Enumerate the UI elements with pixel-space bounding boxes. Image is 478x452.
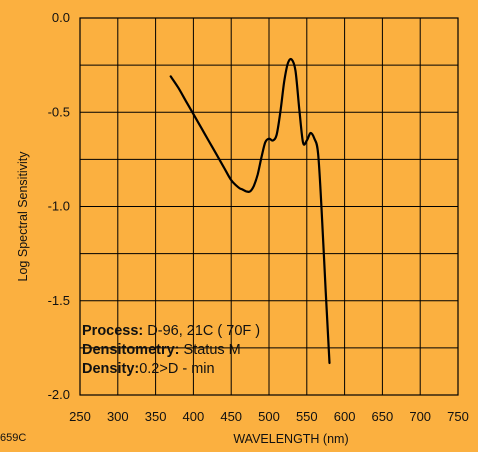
y-tick-label: -2.0 — [48, 387, 70, 402]
y-tick-label: -1.5 — [48, 293, 70, 308]
x-tick-label: 700 — [409, 409, 431, 424]
plot-frame — [79, 17, 459, 396]
y-axis-title: Log Spectral Sensitivity — [16, 151, 30, 282]
sensitivity-curve — [169, 57, 331, 365]
x-tick-label: 350 — [145, 409, 167, 424]
process-legend: Process: D-96, 21C ( 70F ) Densitometry:… — [82, 322, 260, 379]
y-tick-label: 0.0 — [52, 10, 70, 25]
x-tick-label: 650 — [372, 409, 394, 424]
process-value: D-96, 21C ( 70F ) — [143, 323, 261, 339]
x-tick-label: 750 — [447, 409, 469, 424]
x-tick-label: 300 — [107, 409, 129, 424]
y-axis-ticks: 0.0 -0.5 -1.0 -1.5 -2.0 — [48, 10, 70, 402]
legend-process-row: Process: D-96, 21C ( 70F ) — [82, 322, 260, 341]
densitometry-label: Densitometry: — [82, 342, 180, 358]
x-tick-label: 600 — [334, 409, 356, 424]
densitometry-value: Status M — [179, 342, 241, 358]
legend-density-row: Density:0.2>D - min — [82, 360, 260, 379]
x-tick-label: 250 — [69, 409, 91, 424]
y-tick-label: -0.5 — [48, 104, 70, 119]
x-tick-label: 400 — [183, 409, 205, 424]
density-label: Density: — [82, 361, 140, 377]
y-tick-label: -1.0 — [48, 199, 70, 214]
density-value: 0.2>D - min — [139, 361, 215, 377]
x-axis-ticks: 250 300 350 400 450 500 550 600 650 700 750 — [69, 409, 469, 424]
x-axis-title: WAVELENGTH (nm) — [233, 432, 348, 446]
figure-code: 659C — [0, 432, 27, 444]
legend-densitometry-row: Densitometry: Status M — [82, 341, 260, 360]
x-tick-label: 550 — [296, 409, 318, 424]
x-tick-label: 450 — [220, 409, 242, 424]
x-tick-label: 500 — [258, 409, 280, 424]
process-label: Process: — [82, 323, 144, 339]
